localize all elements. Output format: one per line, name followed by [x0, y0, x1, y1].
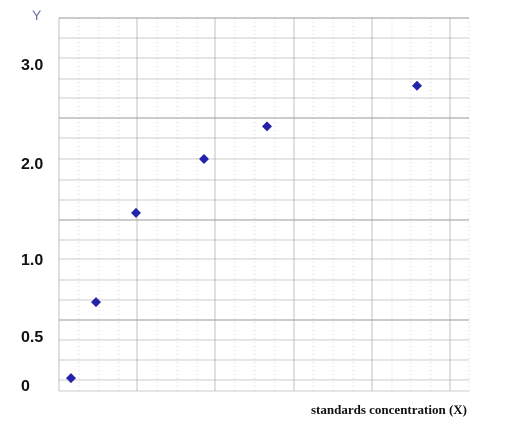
- y-tick-label: 0.5: [21, 329, 43, 346]
- y-tick-label: 3.0: [21, 57, 43, 74]
- y-tick-label: 2.0: [21, 156, 43, 173]
- y-tick-label: 0: [21, 378, 30, 395]
- data-point-diamond: [199, 154, 209, 165]
- data-points: [66, 80, 422, 384]
- data-point-diamond: [262, 121, 272, 132]
- data-point-diamond: [412, 80, 422, 91]
- x-axis-title: standards concentration (X): [311, 402, 467, 417]
- chart-grid: [58, 17, 470, 392]
- data-point-diamond: [66, 373, 76, 384]
- y-axis-ticks: 0 0.5 1.0 2.0 3.0: [21, 57, 43, 395]
- y-axis-title: Y: [32, 7, 42, 23]
- y-tick-label: 1.0: [21, 252, 43, 269]
- data-point-diamond: [91, 297, 101, 308]
- data-point-diamond: [131, 207, 141, 218]
